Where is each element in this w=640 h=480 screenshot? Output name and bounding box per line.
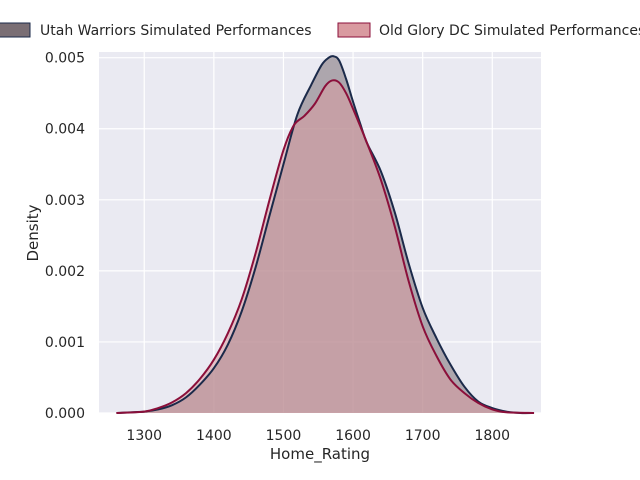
legend-label-old-glory-dc: Old Glory DC Simulated Performances bbox=[379, 23, 640, 39]
x-tick-label: 1500 bbox=[266, 428, 302, 444]
y-axis-ticks: 0.000 0.001 0.002 0.003 0.004 0.005 bbox=[45, 51, 85, 422]
y-tick-label: 0.001 bbox=[45, 335, 85, 351]
y-tick-label: 0.005 bbox=[45, 51, 85, 67]
y-axis-label: Density bbox=[24, 204, 42, 261]
legend: Utah Warriors Simulated Performances Old… bbox=[0, 22, 640, 39]
legend-label-utah-warriors: Utah Warriors Simulated Performances bbox=[40, 23, 312, 39]
density-line-utah-warriors bbox=[116, 55, 535, 415]
legend-swatch-utah-warriors bbox=[0, 22, 31, 38]
x-tick-label: 1800 bbox=[474, 428, 510, 444]
x-tick-label: 1400 bbox=[196, 428, 232, 444]
y-tick-label: 0.004 bbox=[45, 122, 85, 138]
y-tick-label: 0.002 bbox=[45, 264, 85, 280]
density-fill-old-glory-dc bbox=[116, 80, 535, 414]
density-line-old-glory-dc bbox=[116, 79, 535, 414]
y-tick-label: 0.003 bbox=[45, 193, 85, 209]
x-axis-ticks: 1300 1400 1500 1600 1700 1800 bbox=[126, 428, 510, 444]
x-tick-label: 1700 bbox=[405, 428, 441, 444]
y-tick-label: 0.000 bbox=[45, 406, 85, 422]
x-axis-label: Home_Rating bbox=[270, 445, 370, 464]
x-tick-label: 1600 bbox=[335, 428, 371, 444]
legend-swatch-old-glory-dc bbox=[337, 22, 371, 38]
density-areas bbox=[116, 55, 535, 415]
x-tick-label: 1300 bbox=[126, 428, 162, 444]
